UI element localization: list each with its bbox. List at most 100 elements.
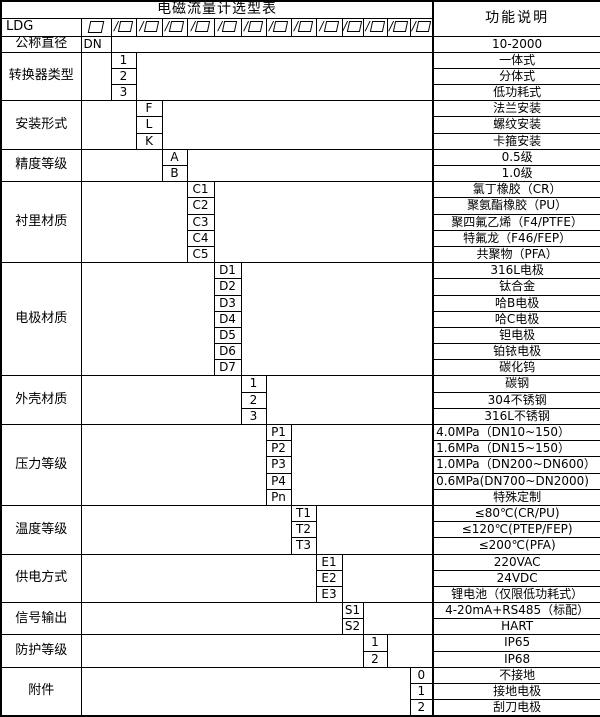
- option-row: 公称直径 DN 10-2000: [0, 35, 600, 53]
- option-description: ≤80℃(CR/PU): [432, 504, 600, 523]
- option-row: Pn 特殊定制: [1, 488, 600, 506]
- option-code: 1: [240, 375, 267, 393]
- slash-mark: /: [164, 19, 170, 34]
- checkbox-icon: [221, 21, 238, 33]
- option-row: 温度等级 T1 ≤80℃(CR/PU): [0, 504, 600, 555]
- option-description: 0.6MPa(DN700~DN2000): [432, 472, 600, 490]
- option-row: 压力等级 P1 4.0MPa（DN10~150）: [0, 423, 600, 506]
- model-box-cell: /: [135, 17, 163, 37]
- slash-mark: /: [268, 19, 274, 34]
- group-label: 供电方式: [0, 553, 82, 604]
- option-code: 1: [110, 51, 137, 69]
- slash-mark: /: [139, 19, 144, 34]
- option-description: 钽电极: [432, 326, 600, 345]
- checkbox-icon: [323, 21, 339, 33]
- option-row: 2 IP68: [1, 650, 600, 668]
- option-row: D6 铂铱电极: [1, 343, 600, 361]
- filler-left: [80, 602, 343, 636]
- option-row: 附件 0 不接地: [0, 666, 600, 717]
- group-label: 压力等级: [0, 424, 82, 506]
- option-code: 2: [409, 699, 434, 717]
- option-code: 2: [362, 650, 388, 668]
- option-row: 3 低功耗式: [1, 84, 600, 102]
- filler-left: [80, 553, 317, 604]
- option-code: 1: [362, 634, 388, 652]
- filler-right: [341, 553, 434, 604]
- option-description: 一体式: [432, 51, 600, 69]
- group-label: 公称直径: [0, 35, 82, 53]
- filler-right: [240, 262, 434, 377]
- filler-left: [80, 181, 188, 264]
- model-box-cell: /: [386, 17, 411, 37]
- option-code: C4: [186, 229, 215, 247]
- option-description: 低功耗式: [432, 84, 600, 102]
- option-description: IP68: [432, 650, 600, 668]
- filler-left: [80, 375, 242, 425]
- option-code: P1: [265, 423, 292, 442]
- option-code: C2: [186, 197, 215, 215]
- model-box-cell: /: [362, 17, 388, 37]
- option-code: S1: [341, 602, 364, 620]
- group-label: 衬里材质: [0, 181, 82, 264]
- slash-mark: /: [365, 19, 370, 34]
- option-description: 碳化钨: [432, 359, 600, 377]
- group-label: 外壳材质: [0, 375, 82, 425]
- option-description: 刮刀电极: [432, 699, 600, 717]
- option-code: 2: [240, 391, 267, 409]
- option-code: T1: [290, 504, 317, 523]
- model-prefix: LDG: [0, 17, 82, 37]
- model-box-cell: /: [110, 17, 137, 37]
- option-description: 特殊定制: [432, 488, 600, 506]
- option-row: 2 分体式: [1, 67, 600, 86]
- option-code: 2: [110, 67, 137, 86]
- option-row: 1 接地电极: [1, 682, 600, 701]
- option-code: C3: [186, 213, 215, 231]
- option-description: 0.5级: [432, 148, 600, 167]
- checkbox-icon: [168, 21, 185, 33]
- checkbox-icon: [346, 21, 362, 33]
- option-row: 衬里材质 C1 氯丁橡胶（CR）: [0, 181, 600, 264]
- filler-right: [315, 504, 434, 555]
- option-description: 4.0MPa（DN10~150）: [432, 423, 600, 442]
- option-description: 锂电池（仅限低功耗式）: [432, 585, 600, 604]
- option-code: D7: [213, 359, 242, 377]
- filler-right: [213, 181, 434, 264]
- option-code: A: [161, 148, 188, 167]
- option-row: C3 聚四氟乙烯（F4/PTFE）: [1, 213, 600, 231]
- slash-mark: /: [319, 19, 324, 34]
- group-label: 电极材质: [0, 262, 82, 377]
- option-row: 精度等级 A 0.5级: [0, 148, 600, 183]
- option-row: 信号输出 S1 4-20mA+RS485（标配）: [0, 602, 600, 636]
- model-box-cell: /: [265, 17, 292, 37]
- option-description: 聚氨酯橡胶（PU）: [432, 197, 600, 215]
- option-description: 碳钢: [432, 375, 600, 393]
- option-description: 4-20mA+RS485（标配）: [432, 602, 600, 620]
- option-code: L: [135, 116, 163, 134]
- option-row: D2 钛合金: [1, 278, 600, 296]
- option-code: E1: [315, 553, 343, 571]
- filler-right: [386, 634, 434, 668]
- filler-left: [80, 100, 137, 150]
- option-description: 分体式: [432, 67, 600, 86]
- slash-mark: /: [217, 19, 223, 34]
- filler-right: [290, 424, 434, 506]
- option-description: 316L不锈钢: [432, 407, 600, 426]
- option-description: 哈B电极: [432, 294, 600, 312]
- function-description-header: 功能说明: [432, 0, 600, 37]
- model-box-cell: /: [186, 17, 215, 37]
- group-label: 转换器类型: [0, 51, 82, 102]
- option-description: 24VDC: [432, 569, 600, 587]
- option-row: 防护等级 1 IP65: [0, 634, 600, 668]
- group-label: 附件: [0, 666, 82, 717]
- option-description: ≤200℃(PFA): [432, 537, 600, 555]
- checkbox-icon: [369, 21, 385, 33]
- title-row: 电磁流量计选型表 功能说明: [0, 0, 600, 37]
- checkbox-icon: [117, 21, 134, 33]
- option-description: 螺纹安装: [432, 116, 600, 134]
- option-description: 法兰安装: [432, 100, 600, 118]
- option-description: 氯丁橡胶（CR）: [432, 181, 600, 199]
- slash-mark: /: [190, 19, 196, 34]
- option-description: 304不锈钢: [432, 391, 600, 409]
- option-row: S2 HART: [1, 618, 600, 636]
- option-code: DN: [80, 35, 112, 53]
